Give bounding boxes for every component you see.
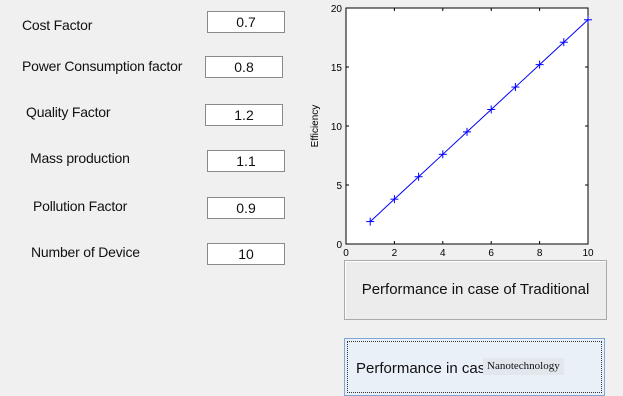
cost-factor-label: Cost Factor <box>22 17 93 33</box>
traditional-devices-button[interactable]: Performance in case of Traditional Devic… <box>344 260 607 356</box>
x-tick-label: 6 <box>488 248 494 259</box>
mass-production-input[interactable]: 1.1 <box>207 150 285 172</box>
y-tick-label: 5 <box>336 181 342 192</box>
data-point-marker <box>390 195 399 204</box>
y-tick-label: 10 <box>331 122 343 133</box>
data-point-marker <box>414 172 423 181</box>
nanotechnology-button-label: Performance in case <box>356 360 494 377</box>
data-point-marker <box>511 83 520 92</box>
plot-frame <box>345 7 589 245</box>
data-point-marker <box>487 105 496 114</box>
y-tick-label: 15 <box>331 63 343 74</box>
data-point-marker <box>366 217 375 226</box>
power-consumption-factor-input[interactable]: 0.8 <box>205 56 283 78</box>
cost-factor-input[interactable]: 0.7 <box>207 11 285 33</box>
x-tick-label: 10 <box>582 248 594 259</box>
focus-ring <box>347 341 602 393</box>
nanotechnology-button[interactable]: Performance in case Nanotechnology <box>344 338 605 396</box>
mass-production-label: Mass production <box>30 150 130 166</box>
efficiency-chart: 0 2 4 6 8 10 0 5 10 15 20 Efficiency <box>310 4 594 259</box>
x-tick-label: 4 <box>440 248 446 259</box>
x-tick-label: 0 <box>343 248 349 259</box>
data-point-marker <box>438 150 447 159</box>
efficiency-line <box>369 19 589 222</box>
nanotechnology-button-suffix: Nanotechnology <box>483 358 564 375</box>
number-of-device-input[interactable]: 10 <box>207 243 285 265</box>
data-point-marker <box>463 127 471 136</box>
x-tick-label: 2 <box>392 248 398 259</box>
power-consumption-factor-label: Power Consumption factor <box>22 58 183 74</box>
pollution-factor-input[interactable]: 0.9 <box>207 197 285 219</box>
x-tick-label: 8 <box>537 248 543 259</box>
plot-area <box>346 8 588 244</box>
quality-factor-input[interactable]: 1.2 <box>205 104 283 126</box>
data-point-marker <box>559 38 568 47</box>
y-tick-label: 0 <box>336 240 342 251</box>
number-of-device-label: Number of Device <box>31 244 140 260</box>
y-axis-label: Efficiency <box>310 105 321 148</box>
pollution-factor-label: Pollution Factor <box>33 198 128 214</box>
data-point-marker <box>535 60 544 69</box>
y-tick-label: 20 <box>331 4 343 15</box>
data-point-marker <box>584 15 592 24</box>
quality-factor-label: Quality Factor <box>26 104 111 120</box>
